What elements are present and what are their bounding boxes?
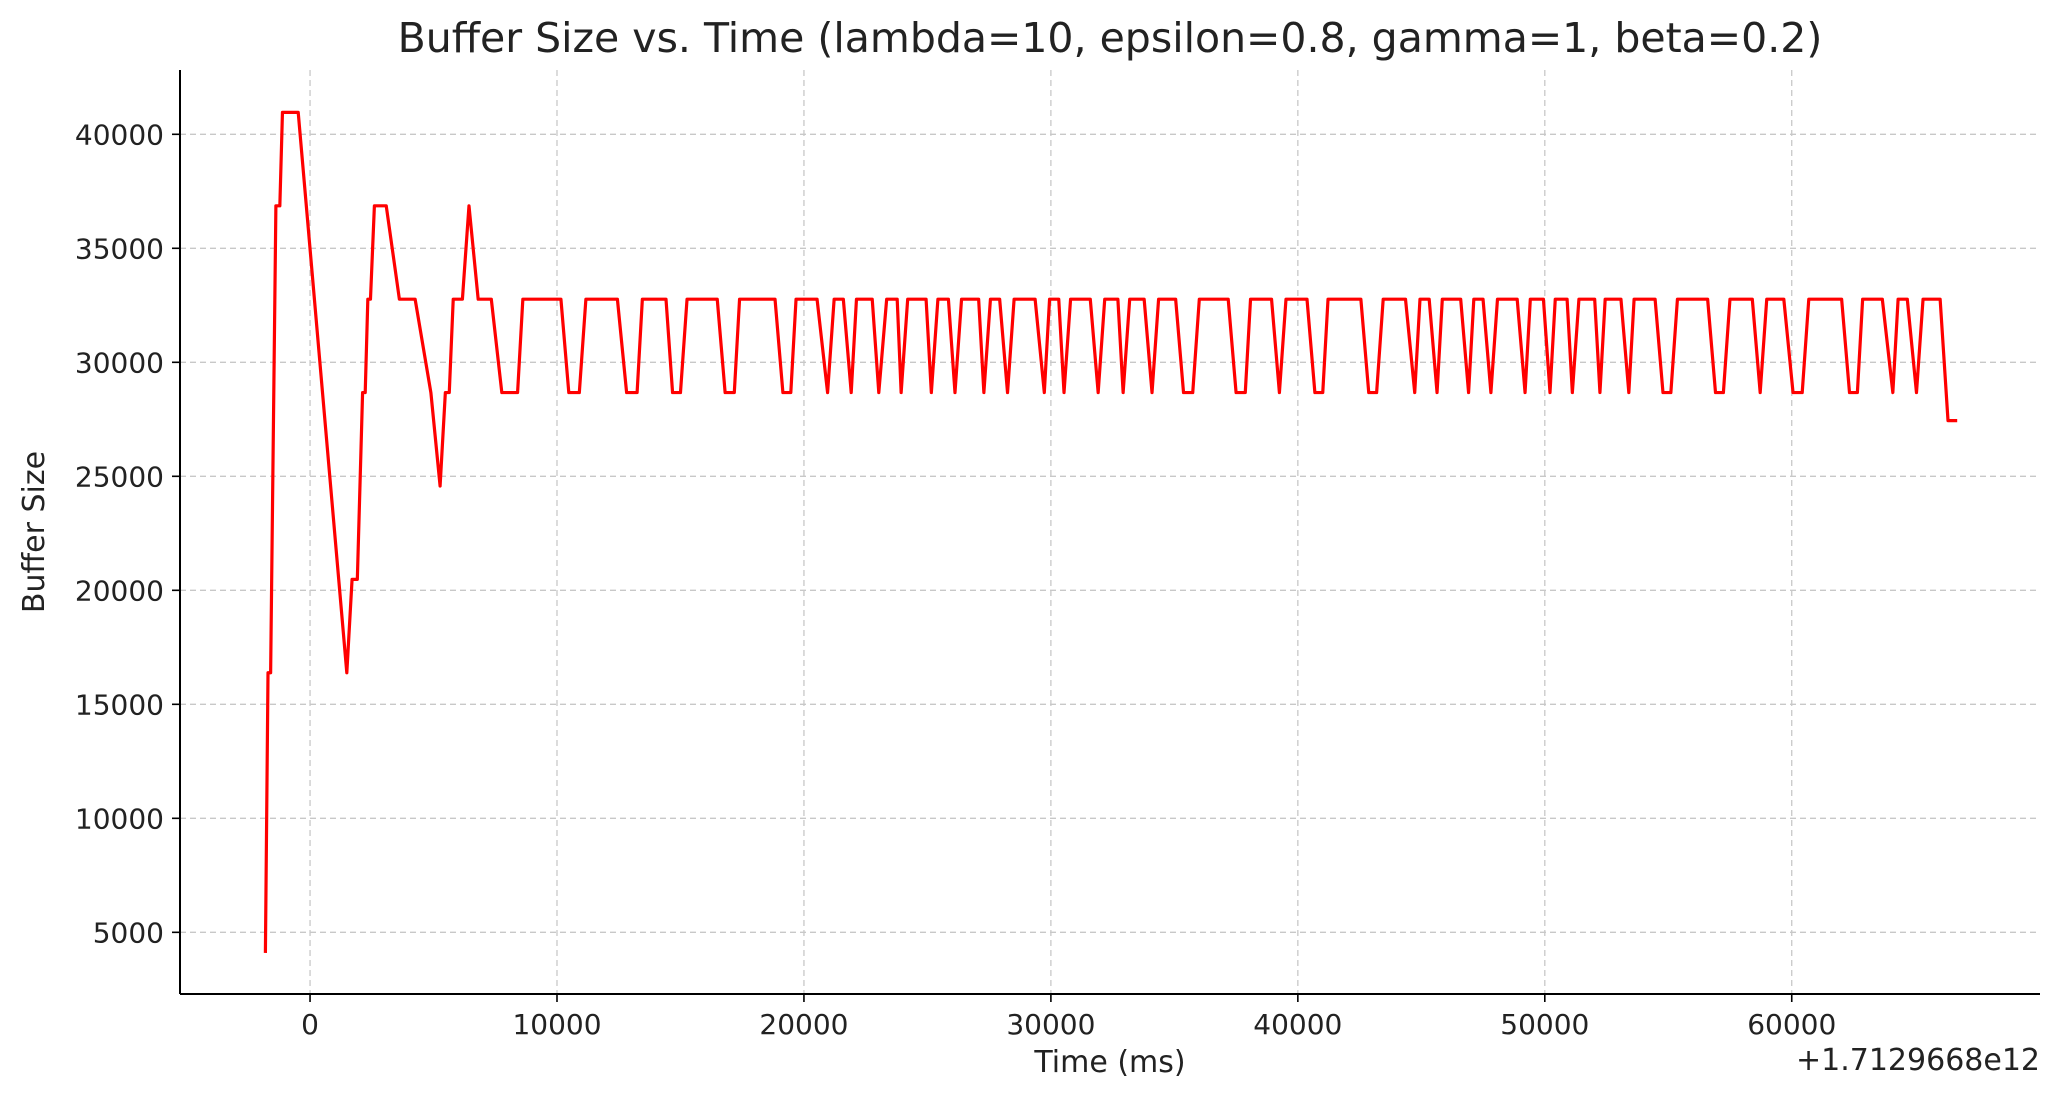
y-tick-label: 30000 bbox=[75, 346, 164, 379]
x-tick-label: 60000 bbox=[1747, 1008, 1836, 1041]
grid bbox=[180, 70, 2040, 994]
x-axis-label: Time (ms) bbox=[1033, 1045, 1185, 1080]
y-axis-label: Buffer Size bbox=[17, 451, 52, 613]
chart-title: Buffer Size vs. Time (lambda=10, epsilon… bbox=[398, 14, 1823, 62]
y-tick-label: 40000 bbox=[75, 118, 164, 151]
x-tick-label: 50000 bbox=[1500, 1008, 1589, 1041]
y-tick-label: 5000 bbox=[93, 916, 164, 949]
y-tick-label: 25000 bbox=[75, 460, 164, 493]
x-offset-label: +1.7129668e12 bbox=[1796, 1043, 2040, 1078]
y-tick-label: 35000 bbox=[75, 232, 164, 265]
x-tick-label: 0 bbox=[301, 1008, 319, 1041]
x-tick-label: 30000 bbox=[1006, 1008, 1095, 1041]
x-tick-label: 20000 bbox=[759, 1008, 848, 1041]
y-tick-label: 10000 bbox=[75, 802, 164, 835]
data-line bbox=[263, 110, 1958, 953]
x-tick-label: 40000 bbox=[1253, 1008, 1342, 1041]
y-tick-label: 15000 bbox=[75, 688, 164, 721]
x-tick-label: 10000 bbox=[512, 1008, 601, 1041]
y-tick-label: 20000 bbox=[75, 574, 164, 607]
plot-area bbox=[263, 110, 1958, 953]
